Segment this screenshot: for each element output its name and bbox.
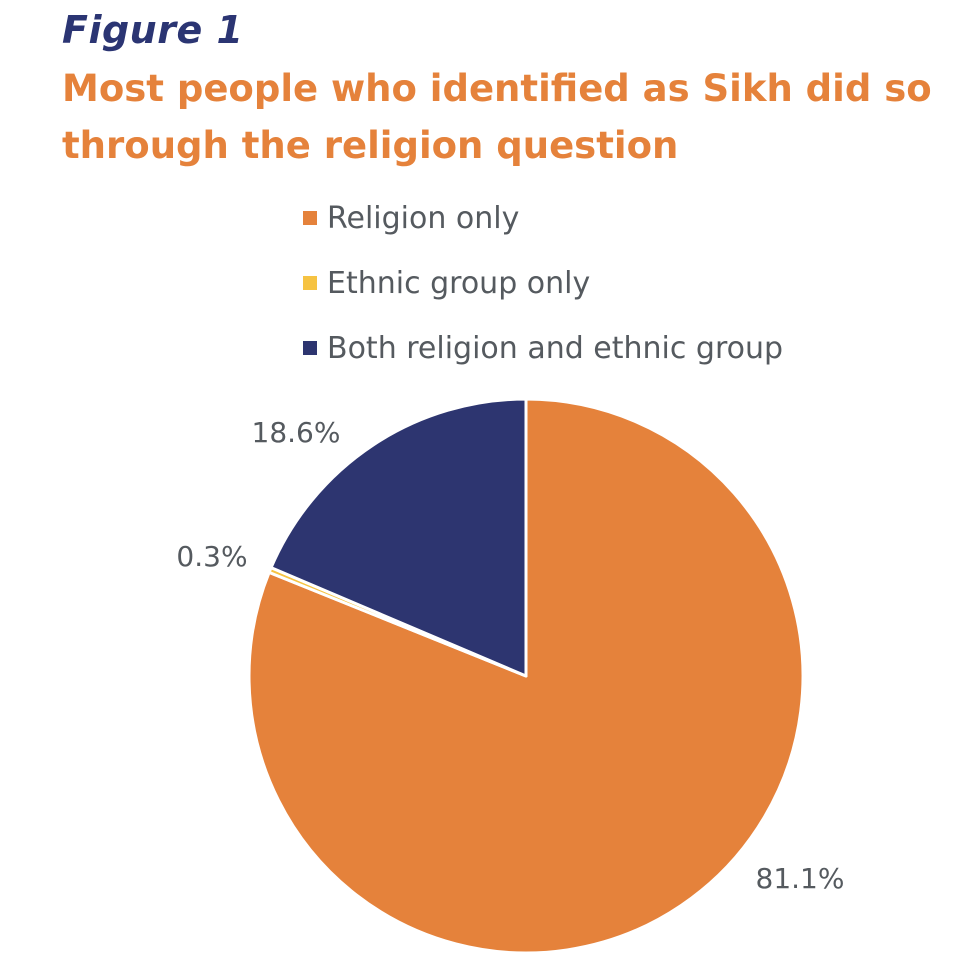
data-label-religion-only: 81.1% bbox=[756, 862, 845, 895]
legend-item-religion-only: Religion only bbox=[303, 196, 783, 240]
legend-swatch-ethnic-group-only bbox=[303, 276, 317, 290]
legend-label-ethnic-group-only: Ethnic group only bbox=[327, 265, 591, 301]
legend-label-religion-only: Religion only bbox=[327, 200, 520, 236]
legend-label-both: Both religion and ethnic group bbox=[327, 330, 784, 366]
legend-item-ethnic-group-only: Ethnic group only bbox=[303, 261, 783, 305]
figure-label: Figure 1 bbox=[62, 8, 244, 52]
data-label-both: 18.6% bbox=[252, 416, 341, 449]
chart-legend: Religion only Ethnic group only Both rel… bbox=[303, 196, 783, 391]
legend-swatch-both bbox=[303, 341, 317, 355]
pie-slice-both bbox=[269, 397, 528, 678]
legend-swatch-religion-only bbox=[303, 211, 317, 225]
legend-item-both: Both religion and ethnic group bbox=[303, 326, 783, 370]
chart-title: Most people who identified as Sikh did s… bbox=[62, 67, 932, 167]
data-label-ethnic-group-only: 0.3% bbox=[176, 540, 247, 573]
